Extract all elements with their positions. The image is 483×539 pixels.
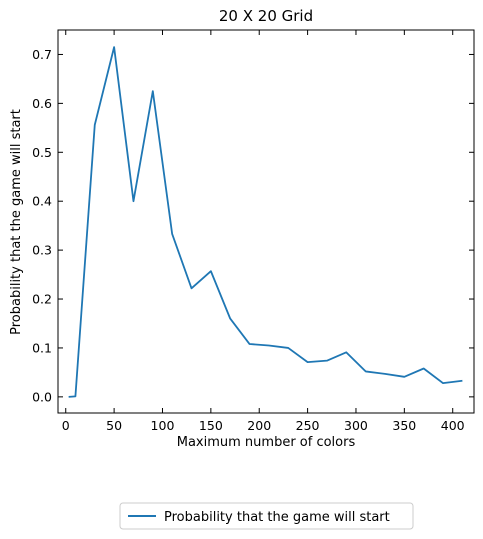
- y-tick-label: 0.2: [32, 292, 52, 307]
- x-tick-label: 100: [151, 418, 175, 433]
- legend-label: Probability that the game will start: [164, 510, 390, 525]
- y-tick-label: 0.1: [32, 340, 52, 355]
- series-line: [68, 46, 463, 398]
- y-tick-label: 0.4: [32, 194, 52, 209]
- x-tick-label: 250: [296, 418, 320, 433]
- y-tick-label: 0.3: [32, 243, 52, 258]
- y-tick-label: 0.6: [32, 96, 52, 111]
- x-tick-label: 400: [441, 418, 465, 433]
- plot-area: 0 50 100 150 200 250 300 350 400 0.0 0.1 0.2 0.3 0.4 0…: [32, 29, 475, 433]
- y-tick-label: 0.5: [32, 145, 52, 160]
- plot-frame: [57, 29, 475, 414]
- legend: Probability that the game will start: [119, 502, 414, 530]
- legend-frame: [119, 502, 414, 530]
- y-axis-label: Probability that the game will start: [9, 109, 24, 335]
- x-tick-label: 150: [199, 418, 223, 433]
- x-axis-label: Maximum number of colors: [177, 435, 356, 450]
- y-tick-label: 0.0: [32, 389, 52, 404]
- chart-title: 20 X 20 Grid: [219, 7, 313, 25]
- x-tick-label: 0: [62, 418, 70, 433]
- y-tick-label: 0.7: [32, 47, 52, 62]
- x-tick-label: 300: [344, 418, 368, 433]
- x-tick-label: 200: [247, 418, 271, 433]
- x-tick-label: 350: [392, 418, 416, 433]
- x-tick-label: 50: [106, 418, 122, 433]
